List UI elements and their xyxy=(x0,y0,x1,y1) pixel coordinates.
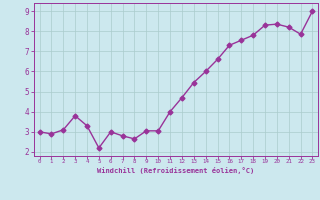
X-axis label: Windchill (Refroidissement éolien,°C): Windchill (Refroidissement éolien,°C) xyxy=(97,167,255,174)
